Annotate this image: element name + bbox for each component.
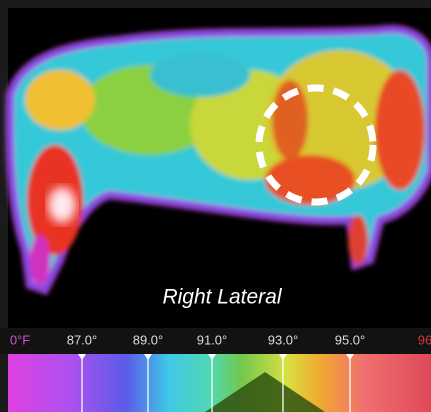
scale-label: 96 — [418, 332, 431, 347]
scale-label: 91.0° — [197, 332, 228, 347]
hot-spot — [48, 187, 76, 223]
scale-label: 87.0° — [67, 332, 98, 347]
hot-area — [348, 215, 368, 265]
scale-label: 0°F — [10, 332, 30, 347]
thermal-view: Right Lateral 0°F 87.0° 89.0° 91.0° 93.0° 95.… — [0, 0, 431, 412]
page: Right Lateral 0°F 87.0° 89.0° 91.0° 93.0° 95.… — [0, 0, 431, 412]
caption: Right Lateral — [162, 286, 282, 309]
scale-label: 89.0° — [133, 332, 164, 347]
warm-area — [25, 70, 95, 130]
hot-area — [375, 70, 425, 190]
scale-label: 93.0° — [268, 332, 299, 347]
leg — [30, 235, 50, 285]
cool-area — [150, 53, 250, 97]
scale-label: 95.0° — [335, 332, 366, 347]
